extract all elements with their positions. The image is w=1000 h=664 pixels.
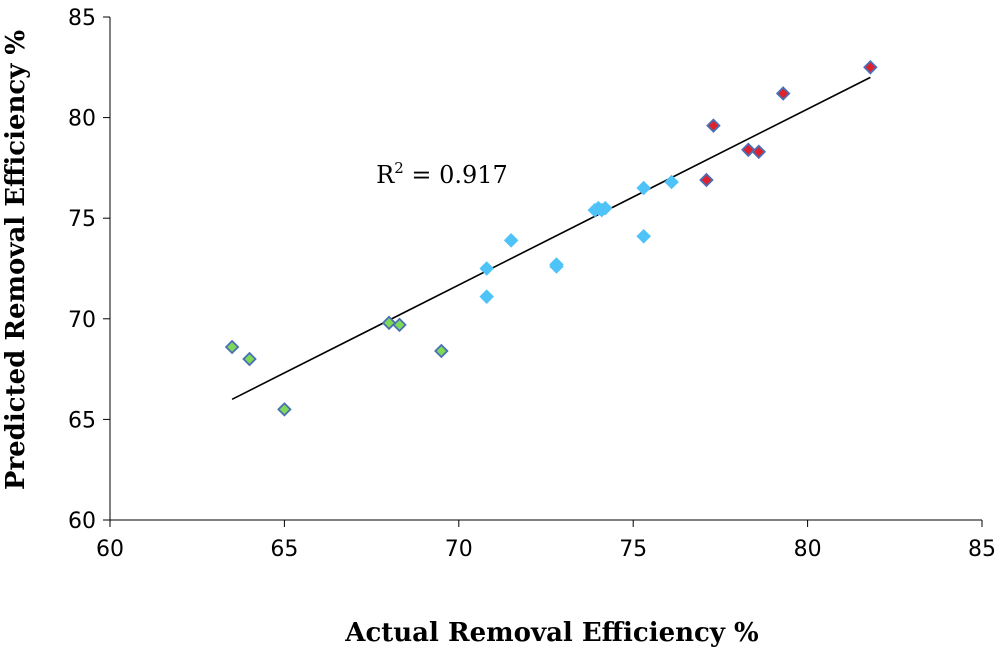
data-point [751, 144, 767, 160]
y-tick-label: 65 [68, 408, 96, 433]
r-squared-prefix: R [376, 161, 395, 189]
x-tick-label: 75 [619, 537, 647, 562]
data-point [503, 233, 519, 248]
data-point [706, 118, 721, 133]
data-point [549, 257, 564, 272]
x-tick-label: 85 [968, 537, 996, 562]
x-tick-label: 65 [270, 537, 298, 562]
x-tick-label: 70 [445, 537, 473, 562]
data-point [741, 142, 756, 158]
data-point [775, 86, 791, 101]
y-tick-label: 80 [68, 107, 96, 132]
y-axis-title: Predicted Removal Efficiency % [1, 30, 31, 491]
x-tick-label: 60 [96, 537, 124, 562]
y-tick-label: 75 [68, 207, 96, 232]
data-point [479, 261, 494, 276]
trendline-group [231, 76, 871, 400]
r-squared-annotation: R2 = 0.917 [376, 159, 508, 189]
r-squared-superscript: 2 [394, 159, 404, 177]
trendline [231, 76, 871, 400]
data-point [277, 402, 292, 417]
data-point [479, 289, 494, 304]
r-squared-value: = 0.917 [404, 161, 508, 189]
y-tick-label: 60 [68, 509, 96, 534]
data-points [224, 60, 878, 417]
x-tick-label: 80 [794, 537, 822, 562]
data-point [636, 229, 651, 244]
data-point [392, 317, 407, 333]
data-point [664, 174, 679, 190]
x-axis-title: Actual Removal Efficiency % [344, 618, 759, 648]
data-point [242, 351, 257, 367]
data-point [598, 200, 613, 216]
data-point [863, 60, 878, 75]
data-point [699, 172, 714, 188]
axes: 60 65 70 75 80 85 60 65 70 75 80 85 [68, 6, 996, 562]
data-point [434, 343, 449, 359]
data-point [224, 339, 240, 355]
data-point [381, 315, 397, 331]
y-tick-label: 85 [68, 6, 96, 31]
y-tick-label: 70 [68, 308, 96, 333]
data-point [636, 180, 651, 196]
